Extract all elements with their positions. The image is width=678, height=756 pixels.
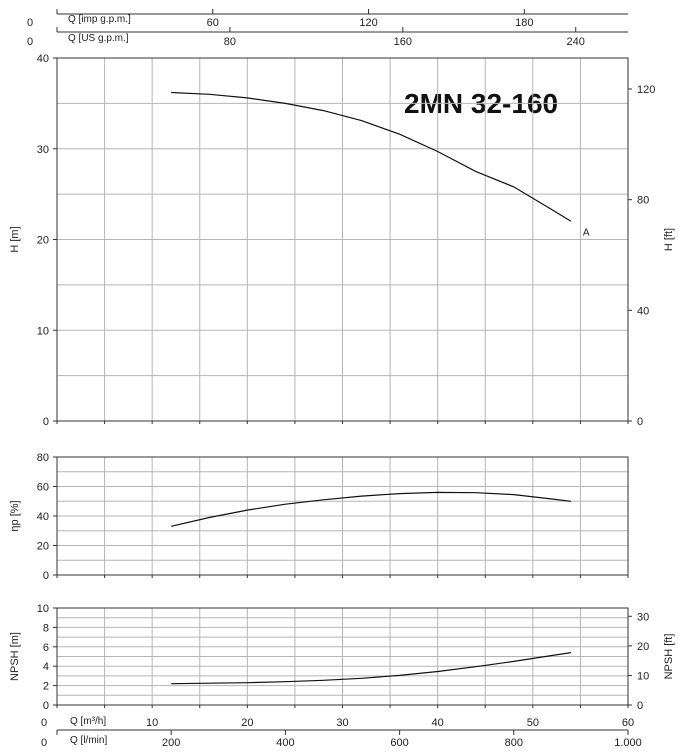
y-tick-label: 80 bbox=[37, 452, 49, 464]
us-gpm-axis-label: Q [US g.p.m.] bbox=[68, 33, 129, 44]
imp-gpm-axis-label: Q [imp g.p.m.] bbox=[68, 14, 131, 25]
y-tick-label: 0 bbox=[43, 700, 49, 712]
lmin-tick-label: 600 bbox=[390, 737, 408, 749]
y-axis-label: ηp [%] bbox=[9, 500, 21, 531]
y-tick-label: 0 bbox=[43, 570, 49, 582]
y-tick-label: 8 bbox=[43, 622, 49, 634]
curve-head bbox=[171, 91, 572, 222]
y-right-tick-label: 10 bbox=[637, 670, 649, 682]
y-tick-label: 0 bbox=[43, 416, 49, 428]
y-right-tick-label: 80 bbox=[637, 195, 649, 207]
y-tick-label: 20 bbox=[37, 235, 49, 247]
us-gpm-tick-label: 80 bbox=[224, 36, 236, 48]
curve-label: A bbox=[583, 227, 590, 238]
y-right-tick-label: 20 bbox=[637, 641, 649, 653]
y-tick-label: 10 bbox=[37, 603, 49, 615]
lmin-tick-label: 400 bbox=[276, 737, 294, 749]
m3h-tick-label: 0 bbox=[41, 717, 47, 729]
y-right-tick-label: 120 bbox=[637, 84, 655, 96]
y-right-tick-label: 40 bbox=[637, 305, 649, 317]
y-tick-label: 60 bbox=[37, 482, 49, 494]
y-tick-label: 2 bbox=[43, 681, 49, 693]
m3h-tick-label: 30 bbox=[336, 717, 348, 729]
lmin-tick-label: 200 bbox=[162, 737, 180, 749]
curve-npsh bbox=[171, 652, 571, 685]
imp-gpm-tick-label: 0 bbox=[27, 17, 33, 29]
m3h-tick-label: 50 bbox=[527, 717, 539, 729]
m3h-tick-label: 10 bbox=[146, 717, 158, 729]
imp-gpm-tick-label: 60 bbox=[207, 17, 219, 29]
m3h-axis-label: Q [m³/h] bbox=[70, 716, 106, 727]
imp-gpm-tick-label: 120 bbox=[359, 17, 377, 29]
m3h-tick-label: 40 bbox=[432, 717, 444, 729]
y-tick-label: 40 bbox=[37, 53, 49, 65]
y-tick-label: 6 bbox=[43, 642, 49, 654]
y-tick-label: 20 bbox=[37, 541, 49, 553]
lmin-tick-label: 0 bbox=[41, 737, 47, 749]
us-gpm-tick-label: 0 bbox=[27, 36, 33, 48]
m3h-tick-label: 60 bbox=[622, 717, 634, 729]
imp-gpm-tick-label: 180 bbox=[515, 17, 533, 29]
y-right-tick-label: 30 bbox=[637, 611, 649, 623]
y-right-axis-label: NPSH [ft] bbox=[663, 634, 675, 680]
y-axis-label: H [m] bbox=[9, 226, 21, 252]
y-right-tick-label: 0 bbox=[637, 416, 643, 428]
lmin-tick-label: 800 bbox=[505, 737, 523, 749]
y-right-axis-label: H [ft] bbox=[663, 228, 675, 251]
us-gpm-tick-label: 160 bbox=[394, 36, 412, 48]
y-tick-label: 40 bbox=[37, 511, 49, 523]
y-tick-label: 4 bbox=[43, 661, 49, 673]
us-gpm-tick-label: 240 bbox=[567, 36, 585, 48]
y-right-tick-label: 0 bbox=[637, 700, 643, 712]
y-axis-label: NPSH [m] bbox=[9, 632, 21, 681]
lmin-tick-label: 1.000 bbox=[614, 737, 642, 749]
m3h-tick-label: 20 bbox=[241, 717, 253, 729]
lmin-axis-label: Q [l/min] bbox=[70, 735, 107, 746]
curve-efficiency bbox=[171, 491, 571, 527]
y-tick-label: 30 bbox=[37, 144, 49, 156]
y-tick-label: 10 bbox=[37, 325, 49, 337]
